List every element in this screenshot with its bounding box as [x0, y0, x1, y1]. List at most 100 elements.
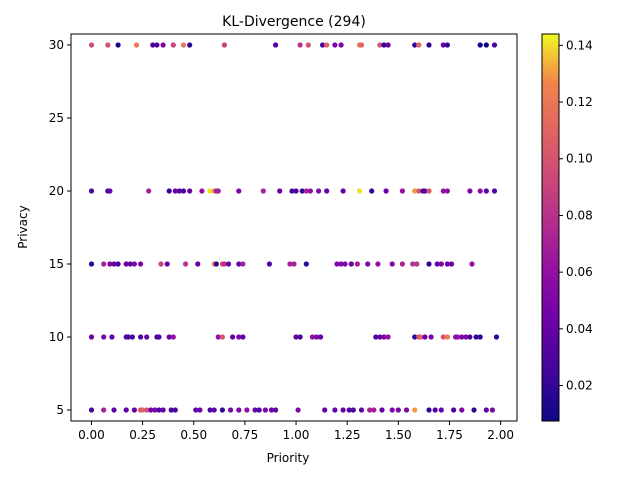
scatter-point: [381, 334, 387, 340]
scatter-point: [428, 334, 434, 340]
scatter-point: [115, 42, 121, 48]
scatter-point: [385, 334, 391, 340]
colorbar-tick-label: 0.12: [566, 95, 593, 109]
x-axis-label: Priority: [267, 451, 310, 465]
scatter-point: [252, 407, 258, 413]
scatter-point: [266, 261, 272, 267]
scatter-point: [356, 188, 363, 194]
scatter-point: [277, 188, 283, 194]
scatter-point: [123, 261, 129, 267]
scatter-point: [410, 261, 416, 267]
scatter-point: [273, 407, 279, 413]
scatter-point: [416, 188, 422, 194]
scatter-point: [365, 261, 371, 267]
scatter-point: [307, 188, 313, 194]
scatter-point: [434, 261, 440, 267]
x-tick-label: 0.50: [180, 428, 207, 442]
scatter-point: [88, 261, 95, 267]
scatter-point: [160, 407, 166, 413]
colorbar-tick-label: 0.04: [566, 322, 593, 336]
scatter-point: [403, 407, 410, 413]
scatter-point: [313, 334, 320, 340]
scatter-point: [371, 407, 377, 413]
scatter-point: [444, 42, 450, 48]
scatter-point: [491, 42, 498, 48]
scatter-point: [324, 188, 330, 194]
scatter-point: [383, 188, 389, 194]
scatter-point: [164, 261, 170, 267]
scatter-point: [183, 261, 189, 267]
scatter-point: [340, 188, 346, 194]
scatter-point: [111, 407, 117, 413]
scatter-point: [115, 261, 121, 267]
scatter-point: [432, 407, 438, 413]
scatter-point: [395, 407, 401, 413]
scatter-point: [193, 407, 199, 413]
scatter-point: [213, 261, 219, 267]
scatter-point: [483, 42, 489, 48]
scatter-point: [133, 42, 140, 48]
scatter-point: [463, 334, 469, 340]
scatter-point: [88, 42, 95, 48]
scatter-point: [293, 188, 299, 194]
scatter-point: [440, 334, 446, 340]
scatter-point: [244, 407, 250, 413]
chart-title: KL-Divergence (294): [222, 14, 366, 30]
scatter-point: [438, 261, 444, 267]
scatter-point: [477, 188, 483, 194]
scatter-point: [379, 407, 385, 413]
scatter-point: [293, 334, 299, 340]
scatter-point: [389, 407, 395, 413]
scatter-point: [101, 261, 107, 267]
scatter-point: [303, 261, 309, 267]
colorbar-tick-label: 0.14: [566, 38, 593, 52]
scatter-point: [469, 261, 475, 267]
scatter-point: [438, 407, 444, 413]
scatter-point: [493, 334, 500, 340]
scatter-point: [426, 188, 432, 194]
scatter-point: [236, 334, 242, 340]
scatter-point: [467, 334, 473, 340]
scatter-point: [240, 261, 246, 267]
scatter-point: [346, 407, 352, 413]
scatter-point: [221, 42, 227, 48]
y-tick-label: 30: [49, 38, 64, 52]
scatter-point: [305, 42, 311, 48]
x-tick-label: 1.25: [334, 428, 361, 442]
scatter-point: [148, 407, 154, 413]
scatter-point: [88, 188, 95, 194]
scatter-point: [256, 407, 262, 413]
scatter-point: [176, 188, 182, 194]
scatter-point: [451, 407, 457, 413]
colorbar-ticks: 0.02 0.04 0.06 0.08 0.10 0.12 0.14: [559, 38, 593, 393]
scatter-point: [303, 188, 309, 194]
scatter-point: [358, 407, 365, 413]
y-tick-label: 10: [49, 330, 64, 344]
scatter-point: [367, 407, 373, 413]
scatter-point: [211, 407, 217, 413]
scatter-point: [334, 261, 340, 267]
scatter-point: [299, 188, 305, 194]
scatter-point: [88, 334, 95, 340]
scatter-point: [127, 261, 133, 267]
scatter-point: [166, 334, 172, 340]
scatter-point: [332, 42, 338, 48]
scatter-point: [412, 42, 418, 48]
scatter-point: [471, 407, 477, 413]
scatter-point: [168, 407, 174, 413]
scatter-point: [412, 407, 418, 413]
scatter-point: [152, 407, 158, 413]
scatter-point: [322, 407, 328, 413]
x-tick-label: 2.00: [487, 428, 514, 442]
scatter-point: [297, 42, 303, 48]
scatter-point: [297, 334, 303, 340]
scatter-point: [197, 407, 203, 413]
scatter-point: [158, 261, 164, 267]
scatter-point: [195, 261, 201, 267]
scatter-point: [125, 334, 131, 340]
scatter-point: [131, 261, 137, 267]
scatter-point: [221, 261, 227, 267]
scatter-point: [166, 188, 172, 194]
scatter-point: [389, 261, 395, 267]
colorbar-tick-label: 0.02: [566, 379, 593, 393]
